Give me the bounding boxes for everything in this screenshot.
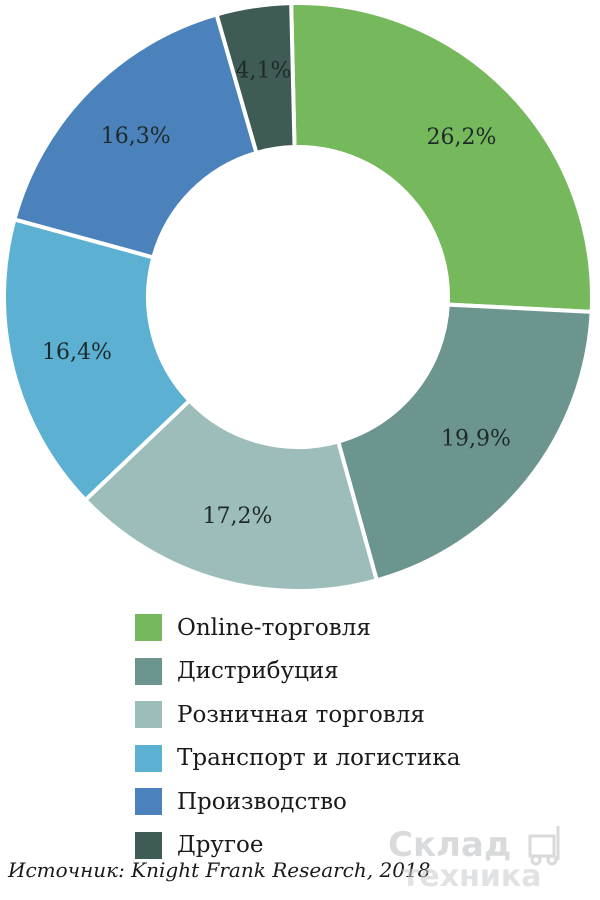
slice-другое (214, 1, 297, 156)
legend-item-дистрибуция: Дистрибуция (135, 650, 460, 694)
data-label-дистрибуция: 19,9% (441, 426, 511, 451)
legend-swatch (135, 831, 162, 859)
legend-swatch (135, 788, 162, 816)
slice-транспорт-и-логистика (2, 216, 193, 503)
legend-item-розничная-торговля: Розничная торговля (135, 693, 460, 737)
legend-label: Транспорт и логистика (177, 745, 461, 772)
data-label-online-торговля: 26,2% (426, 125, 496, 150)
data-label-розничная-торговля: 17,2% (203, 504, 273, 529)
slice-производство (11, 12, 259, 260)
legend-swatch (135, 701, 162, 729)
donut-chart: 26,2% 19,9% 17,2% 16,4% 16,3% 4,1% (2, 1, 594, 593)
legend-label: Розничная торговля (177, 701, 425, 728)
source-note: Источник: Knight Frank Research, 2018 (8, 858, 431, 882)
slice-online-торговля (289, 1, 594, 314)
data-label-производство: 16,3% (101, 124, 171, 149)
legend-item-транспорт-и-логистика: Транспорт и логистика (135, 737, 460, 781)
legend-label: Производство (177, 788, 347, 815)
data-label-транспорт-и-логистика: 16,4% (42, 340, 112, 365)
legend-label: Дистрибуция (177, 658, 339, 685)
legend-swatch (135, 744, 162, 772)
legend-item-online-торговля: Online-торговля (135, 606, 460, 650)
data-label-другое: 4,1% (236, 59, 292, 84)
watermark-logo: Склад техника (388, 825, 560, 892)
slice-дистрибуция (335, 302, 594, 583)
svg-text:Склад: Склад (388, 825, 511, 865)
legend-item-другое: Другое (135, 824, 460, 868)
chart-legend: Online-торговля Дистрибуция Розничная торг… (135, 606, 460, 867)
legend-swatch (135, 614, 162, 642)
legend-swatch (135, 657, 162, 685)
legend-label: Другое (177, 832, 264, 859)
legend-item-производство: Производство (135, 780, 460, 824)
legend-label: Online-торговля (177, 614, 371, 641)
svg-text:техника: техника (402, 859, 541, 892)
slice-розничная-торговля (82, 397, 380, 593)
